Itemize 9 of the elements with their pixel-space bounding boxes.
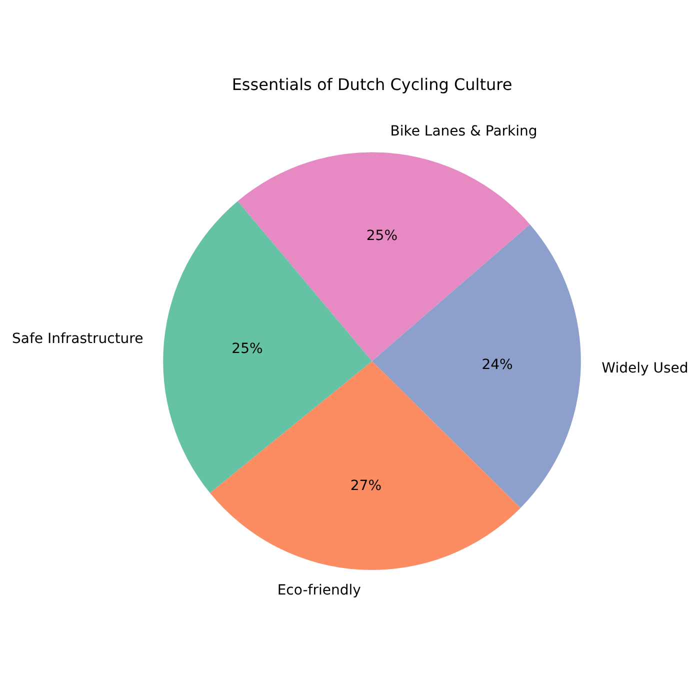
slice-label: Safe Infrastructure [12, 330, 144, 347]
data-label: 24% [482, 356, 513, 373]
slice-label: Bike Lanes & Parking [390, 124, 538, 140]
slice-label: Widely Used [602, 360, 688, 376]
data-label: 25% [232, 340, 263, 357]
slice-label: Eco-friendly [277, 582, 361, 598]
chart-title: Essentials of Dutch Cycling Culture [232, 74, 512, 94]
data-label: 25% [366, 228, 398, 244]
data-label: 27% [350, 478, 382, 494]
